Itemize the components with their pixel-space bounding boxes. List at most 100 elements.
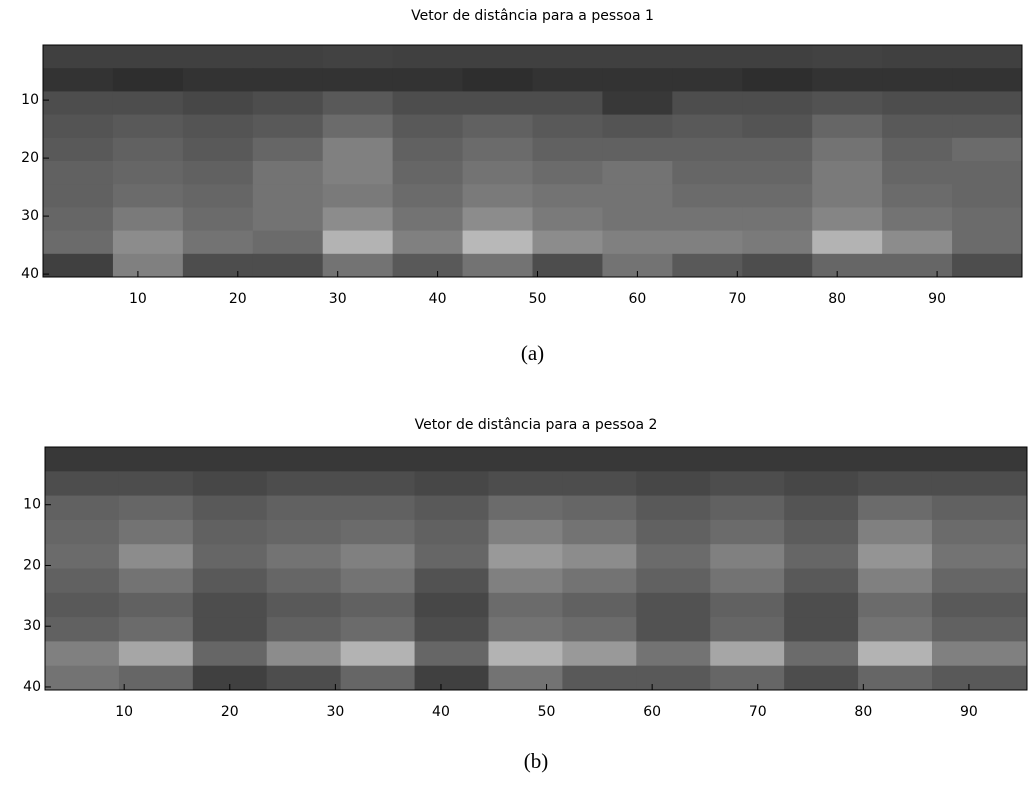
heatmap-cell <box>532 45 603 69</box>
plot-frame <box>42 44 1023 278</box>
heatmap-cell <box>562 641 637 667</box>
heatmap-cell <box>812 114 883 139</box>
heatmap-cell <box>182 68 254 92</box>
heatmap-cell <box>340 592 416 618</box>
heatmap-cell <box>882 253 953 278</box>
y-tick-label: 30 <box>23 618 41 634</box>
heatmap-cell <box>118 544 194 569</box>
heatmap-cell <box>340 495 416 521</box>
heatmap-cell <box>118 447 194 472</box>
heatmap-cell <box>182 161 254 185</box>
heatmap-cell <box>266 519 342 545</box>
heatmap-cell <box>192 519 268 545</box>
heatmap-cell <box>952 253 1023 278</box>
heatmap-cell <box>532 114 603 139</box>
heatmap-cell <box>45 447 120 472</box>
heatmap-cell <box>43 161 114 185</box>
heatmap-cell <box>462 230 533 255</box>
heatmap-cell <box>112 230 184 255</box>
x-tick-label: 20 <box>221 704 239 720</box>
heatmap-cell <box>710 641 785 667</box>
heatmap-cell <box>882 230 953 255</box>
heatmap-cell <box>340 447 416 472</box>
heatmap-cell <box>636 665 711 691</box>
heatmap-cell <box>266 641 342 667</box>
heatmap-cell <box>182 45 254 69</box>
x-tick-label: 70 <box>728 291 746 307</box>
heatmap-cell <box>182 91 254 116</box>
heatmap-cell <box>414 544 489 569</box>
heatmap-cell <box>532 184 603 208</box>
heatmap-cell <box>882 161 953 185</box>
x-tick-label: 10 <box>115 704 133 720</box>
heatmap-cell <box>112 161 184 185</box>
heatmap-cell <box>882 207 953 232</box>
heatmap-cell <box>118 519 194 545</box>
x-tick-label: 10 <box>129 291 147 307</box>
heatmap-cell <box>812 253 883 278</box>
heatmap-cell <box>192 447 268 472</box>
heatmap-cell <box>784 544 859 569</box>
heatmap-cell <box>784 568 859 594</box>
heatmap-cell <box>742 184 813 208</box>
heatmap-cell <box>952 137 1023 162</box>
heatmap-cell <box>931 447 1028 472</box>
heatmap-cell <box>43 230 114 255</box>
heatmap-cell <box>562 519 637 545</box>
heatmap-cell <box>118 665 194 691</box>
heatmap-cell <box>266 592 342 618</box>
heatmap-cell <box>562 495 637 521</box>
heatmap-cell <box>952 68 1023 92</box>
heatmap-cell <box>952 207 1023 232</box>
heatmap-cell <box>931 617 1028 642</box>
heatmap-cell <box>636 544 711 569</box>
x-tick-label: 30 <box>326 704 344 720</box>
heatmap-cell <box>43 91 114 116</box>
heatmap-cell <box>414 495 489 521</box>
heatmap-cell <box>462 253 533 278</box>
x-tick-label: 40 <box>429 291 447 307</box>
heatmap-cell <box>882 137 953 162</box>
heatmap-cell <box>462 161 533 185</box>
heatmap-cell <box>952 161 1023 185</box>
heatmap-cell <box>858 544 933 569</box>
heatmap-cell <box>742 207 813 232</box>
heatmap-cell <box>414 592 489 618</box>
heatmap-cell <box>858 592 933 618</box>
heatmap-cell <box>784 495 859 521</box>
heatmap-cell <box>182 114 254 139</box>
heatmap-cell <box>488 568 563 594</box>
heatmap-cell <box>812 137 883 162</box>
heatmap-cell <box>672 68 743 92</box>
heatmap-cell <box>392 207 464 232</box>
x-tick-label: 50 <box>529 291 547 307</box>
heatmap-cell <box>414 519 489 545</box>
heatmap-cell <box>562 617 637 642</box>
heatmap-cell <box>322 207 394 232</box>
heatmap-cell <box>784 471 859 497</box>
heatmap-cell <box>742 161 813 185</box>
heatmap-cell <box>45 568 120 594</box>
heatmap-cell <box>636 617 711 642</box>
heatmap-cell <box>414 617 489 642</box>
heatmap-cell <box>672 45 743 69</box>
x-tick-label: 20 <box>229 291 247 307</box>
heatmap-cell <box>45 544 120 569</box>
heatmap-cell <box>252 114 324 139</box>
heatmap-cell <box>532 253 603 278</box>
heatmap-cell <box>192 495 268 521</box>
heatmap-cell <box>182 207 254 232</box>
heatmap-cell <box>112 137 184 162</box>
heatmap-cell <box>858 617 933 642</box>
heatmap-cell <box>462 114 533 139</box>
heatmap-cell <box>118 617 194 642</box>
heatmap-cell <box>322 45 394 69</box>
heatmap-cell <box>118 641 194 667</box>
x-tick-label: 80 <box>828 291 846 307</box>
heatmap-cell <box>43 137 114 162</box>
heatmap-cell <box>488 447 563 472</box>
heatmap-cell <box>931 592 1028 618</box>
heatmap-cell <box>952 184 1023 208</box>
heatmap-cell <box>192 568 268 594</box>
heatmap-cell <box>182 253 254 278</box>
